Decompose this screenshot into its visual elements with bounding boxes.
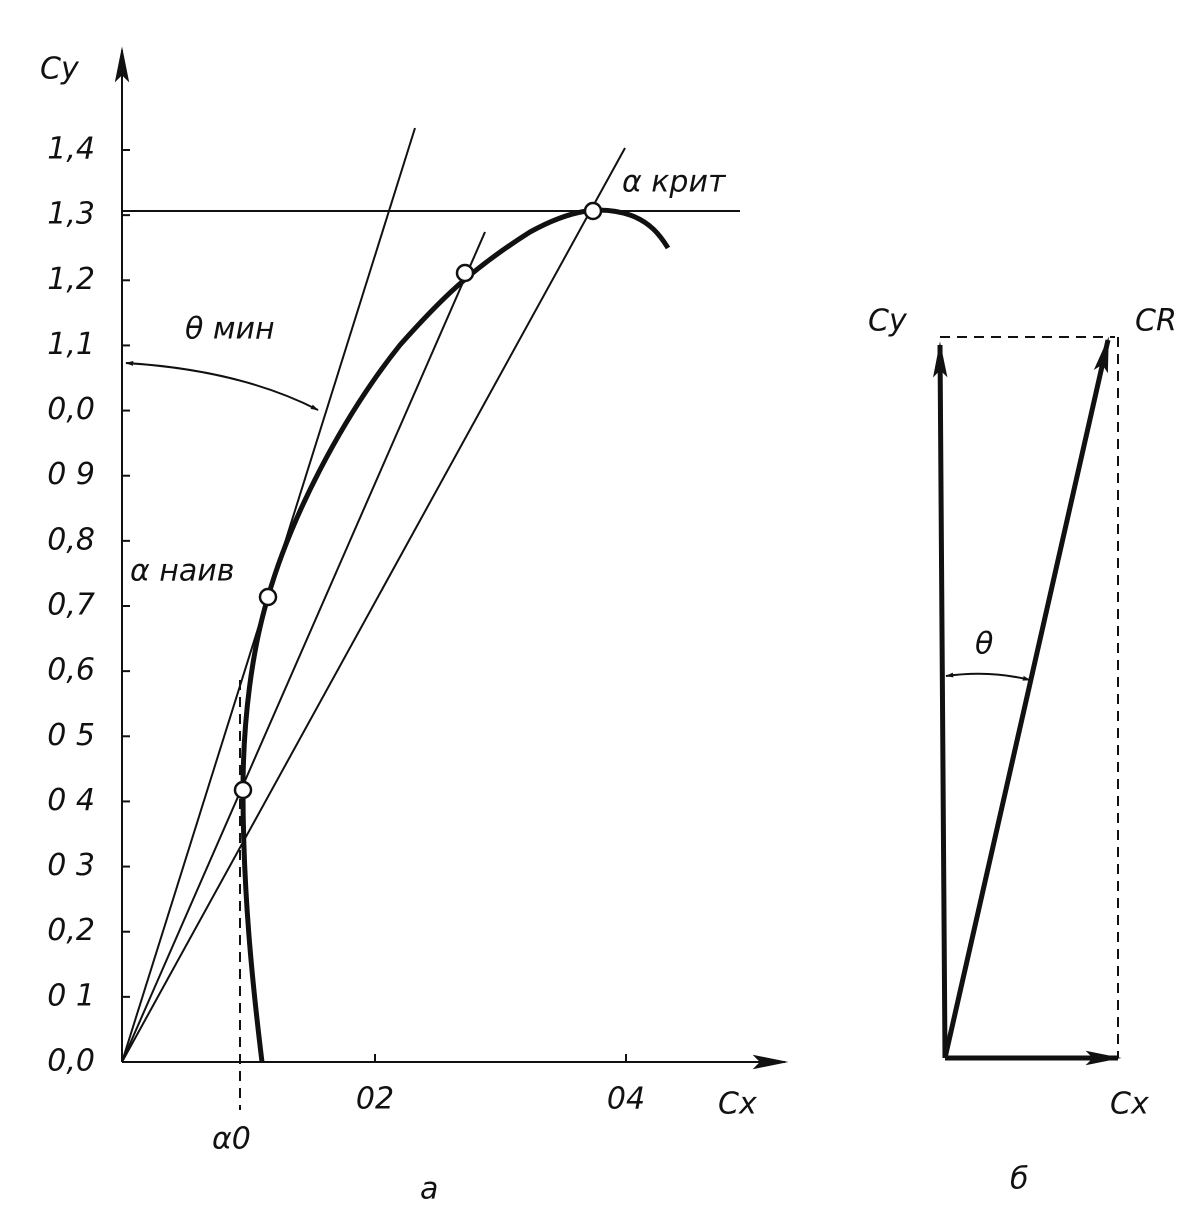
annotation: α0 [212,1122,251,1157]
annotation: α крит [622,165,727,200]
point [258,587,278,607]
vector-diagram: Cy CR Cx θ б [868,304,1177,1197]
polar-chart: Cy Cx θ мин α крит α наив α0 а 1,4 1,3 1,2… [40,46,789,1207]
point [233,780,253,800]
annotation: α наив [130,554,235,589]
theta-arc [945,672,1031,681]
y-tick-label: 0,8 [47,522,95,557]
y-tick-label: 0,6 [47,653,95,688]
theta-min-arc [125,361,319,411]
y-tick-label: 0,0 [47,392,95,427]
y-tick-label: 0 3 [47,848,95,883]
cy-vector [933,341,948,1059]
annotation: θ мин [185,312,275,347]
caption: б [1010,1162,1029,1197]
label: Cx [1110,1087,1149,1122]
y-tick-label: 0,2 [47,913,95,948]
x-axis-label: Cx [718,1087,757,1122]
y-tick-label: 0 9 [47,457,95,492]
y-tick-label: 1,2 [47,262,95,297]
x-tick-label: 04 [607,1082,645,1117]
y-tick-label: 1,3 [47,197,95,232]
ray [121,147,626,1063]
point [583,201,603,221]
point [455,263,475,283]
x-tick-label: 02 [356,1082,394,1117]
label: θ [975,627,993,662]
label: CR [1135,304,1177,339]
y-tick-label: 0,0 [47,1044,95,1079]
y-axis-label: Cy [40,52,80,87]
ray [121,231,486,1063]
y-tick-label: 1,1 [47,327,95,362]
polar-curve [240,207,671,1063]
label: Cy [868,304,908,339]
y-tick-label: 1,4 [47,132,95,167]
caption: а [420,1172,438,1207]
cr-vector [942,336,1111,1059]
y-tick-label: 0 1 [47,978,95,1013]
y-tick-label: 0 5 [47,718,95,753]
y-tick-label: 0,7 [47,588,95,623]
y-tick-label: 0 4 [47,783,95,818]
